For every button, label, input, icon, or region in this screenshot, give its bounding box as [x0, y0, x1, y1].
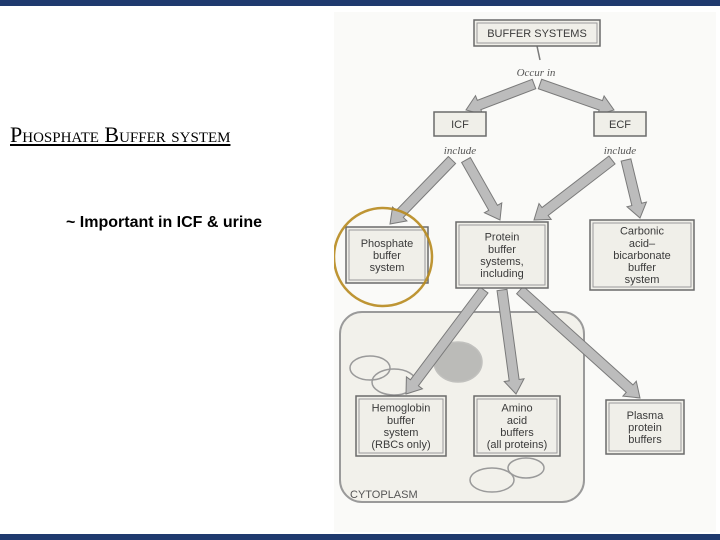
buffer-systems-diagram: CYTOPLASM Occur in include include BUFFER SY…: [334, 12, 716, 532]
svg-text:Amino: Amino: [501, 403, 532, 415]
svg-text:Protein: Protein: [485, 232, 520, 244]
svg-text:system: system: [625, 274, 660, 286]
svg-text:(all proteins): (all proteins): [487, 439, 548, 451]
svg-text:ECF: ECF: [609, 119, 631, 131]
svg-text:buffer: buffer: [373, 250, 401, 262]
svg-text:system: system: [370, 262, 405, 274]
svg-text:Occur in: Occur in: [517, 67, 556, 79]
svg-text:system: system: [384, 427, 419, 439]
svg-text:protein: protein: [628, 422, 662, 434]
svg-text:BUFFER SYSTEMS: BUFFER SYSTEMS: [487, 28, 587, 40]
svg-text:include: include: [604, 145, 636, 157]
svg-text:bicarbonate: bicarbonate: [613, 250, 671, 262]
svg-text:buffer: buffer: [488, 244, 516, 256]
svg-text:CYTOPLASM: CYTOPLASM: [350, 489, 418, 501]
slide: Phosphate Buffer system ~ Important in I…: [0, 0, 720, 540]
svg-text:buffer: buffer: [387, 415, 415, 427]
slide-title: Phosphate Buffer system: [10, 122, 230, 148]
svg-text:Carbonic: Carbonic: [620, 226, 665, 238]
svg-text:ICF: ICF: [451, 119, 469, 131]
svg-text:systems,: systems,: [480, 256, 523, 268]
svg-text:Hemoglobin: Hemoglobin: [372, 403, 431, 415]
svg-text:acid–: acid–: [629, 238, 656, 250]
svg-text:buffer: buffer: [628, 262, 656, 274]
svg-text:Plasma: Plasma: [627, 410, 665, 422]
svg-text:acid: acid: [507, 415, 527, 427]
svg-text:including: including: [480, 268, 523, 280]
svg-text:include: include: [444, 145, 476, 157]
slide-subtitle: ~ Important in ICF & urine: [66, 214, 262, 232]
svg-text:Phosphate: Phosphate: [361, 238, 414, 250]
svg-text:(RBCs only): (RBCs only): [371, 439, 430, 451]
svg-text:buffers: buffers: [628, 434, 662, 446]
svg-text:buffers: buffers: [500, 427, 534, 439]
